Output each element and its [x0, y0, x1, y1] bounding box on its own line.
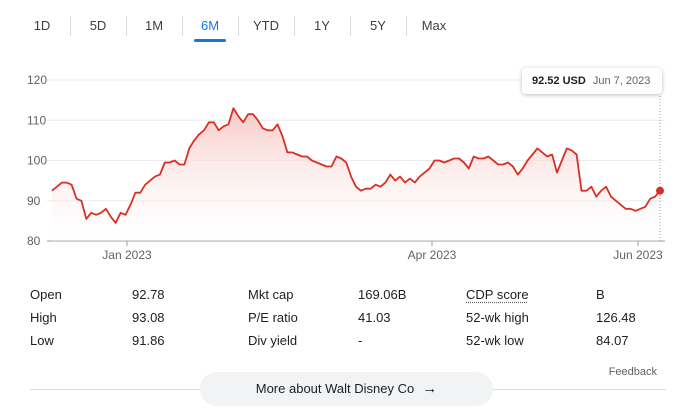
price-chart[interactable]: 80 90 100 110 120 Jan 2023 Apr 2023 Jun 2023 [0, 60, 700, 270]
x-tick-label: Jun 2023 [613, 248, 663, 262]
tab-max[interactable]: Max [414, 14, 454, 38]
y-tick-label: 110 [27, 113, 46, 127]
stat-label-cdp-score[interactable]: CDP score [466, 287, 529, 302]
tab-separator [126, 16, 127, 36]
tab-5d[interactable]: 5D [78, 14, 118, 38]
tab-label: 6M [200, 18, 220, 33]
stat-label-52wk-high: 52-wk high [466, 310, 529, 325]
stat-label-open: Open [30, 287, 62, 302]
last-price-dot [656, 186, 664, 195]
active-tab-indicator [194, 39, 226, 42]
stat-label-low: Low [30, 333, 54, 348]
stat-label-pe-ratio: P/E ratio [248, 310, 298, 325]
tab-1d[interactable]: 1D [22, 14, 62, 38]
stat-value-div-yield: - [358, 333, 363, 348]
tab-label: 5D [89, 18, 107, 33]
stat-label-52wk-low: 52-wk low [466, 333, 524, 348]
tab-label: 1M [144, 18, 164, 33]
stat-value-52wk-high: 126.48 [596, 310, 636, 325]
more-about-label: More about Walt Disney Co [255, 381, 415, 396]
stat-value-cdp-score: B [596, 287, 605, 302]
arrow-right-icon: → [422, 380, 438, 397]
tab-label: 1Y [314, 18, 330, 33]
stats-row: Low 91.86 Div yield - 52-wk low 84.07 [30, 331, 670, 351]
tab-separator [70, 16, 71, 36]
tab-separator [350, 16, 351, 36]
tab-6m[interactable]: 6M [190, 14, 230, 42]
stats-row: Open 92.78 Mkt cap 169.06B CDP score B [30, 285, 670, 305]
x-tick-label: Jan 2023 [102, 248, 152, 262]
stat-value-mkt-cap: 169.06B [358, 287, 407, 302]
time-range-tabs: 1D 5D 1M 6M YTD 1Y 5Y Max [0, 0, 700, 50]
tab-separator [182, 16, 183, 36]
tab-separator [238, 16, 239, 36]
stat-value-52wk-low: 84.07 [596, 333, 629, 348]
stat-value-high: 93.08 [132, 310, 165, 325]
tab-1y[interactable]: 1Y [302, 14, 342, 38]
tab-5y[interactable]: 5Y [358, 14, 398, 38]
tooltip-date: Jun 7, 2023 [592, 75, 651, 87]
stat-label-mkt-cap: Mkt cap [248, 287, 294, 302]
stat-label-div-yield: Div yield [248, 333, 298, 348]
stat-value-low: 91.86 [132, 333, 165, 348]
tab-label: Max [421, 18, 447, 33]
tab-separator [294, 16, 295, 36]
price-line [51, 107, 661, 224]
price-tooltip: 92.52 USD Jun 7, 2023 [522, 68, 662, 94]
y-tick-label: 80 [27, 234, 41, 248]
price-area [52, 108, 660, 241]
tab-label: 5Y [370, 18, 386, 33]
tab-ytd[interactable]: YTD [246, 14, 286, 38]
y-tick-label: 90 [27, 194, 41, 208]
x-tick-label: Apr 2023 [408, 248, 457, 262]
y-tick-label: 120 [27, 73, 47, 87]
tab-1m[interactable]: 1M [134, 14, 174, 38]
stat-value-open: 92.78 [132, 287, 165, 302]
y-tick-label: 100 [27, 154, 47, 168]
tab-separator [406, 16, 407, 36]
stat-value-pe-ratio: 41.03 [358, 310, 391, 325]
tab-label: 1D [33, 18, 51, 33]
stats-row: High 93.08 P/E ratio 41.03 52-wk high 12… [30, 308, 670, 328]
stat-label-high: High [30, 310, 57, 325]
tooltip-price: 92.52 USD [532, 75, 586, 87]
more-about-button[interactable]: More about Walt Disney Co → [200, 372, 493, 406]
tab-label: YTD [253, 18, 279, 33]
price-chart-svg: 80 90 100 110 120 Jan 2023 Apr 2023 Jun 2023 [27, 73, 665, 262]
feedback-link[interactable]: Feedback [608, 366, 657, 378]
